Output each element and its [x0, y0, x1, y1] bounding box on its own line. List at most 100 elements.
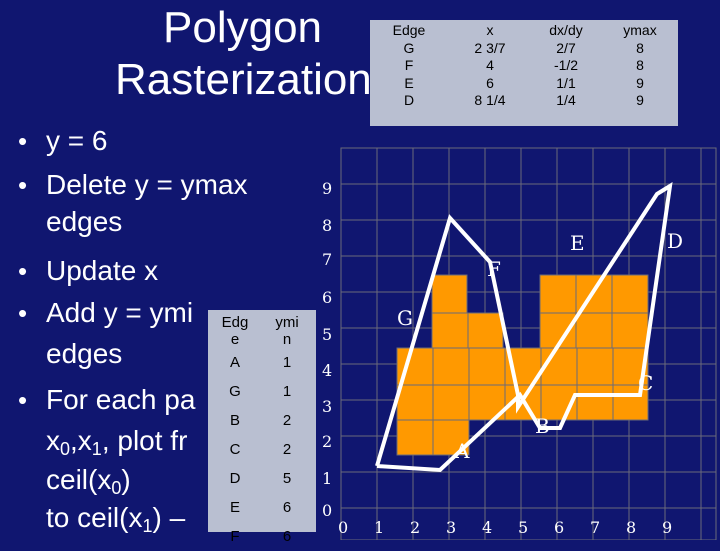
- x-label-2: 2: [410, 518, 420, 537]
- bullet-update-x: • Update x: [18, 255, 159, 286]
- edge-table-cell: G: [403, 39, 415, 56]
- y-label-2: 2: [322, 432, 332, 451]
- bullet-ceil-x0: ceil(x0): [46, 464, 131, 498]
- edge-table-cell: -1/2: [553, 57, 579, 73]
- edge-table-header: x: [486, 22, 494, 38]
- filled-pixel: [431, 274, 468, 314]
- active-table-cell: B: [229, 412, 240, 429]
- bullet-to-ceil-x1: to ceil(x1) –: [46, 502, 186, 536]
- active-table-cell: 1: [282, 383, 292, 400]
- y-label-3: 3: [322, 397, 332, 416]
- edge-table-cell: D: [403, 92, 415, 108]
- filled-pixel: [432, 384, 470, 421]
- filled-pixel: [467, 312, 504, 349]
- bullet-dot: •: [18, 170, 28, 200]
- edge-table-col-dxdy: dx/dy 2/7 -1/2 1/1 1/4: [531, 22, 601, 110]
- edge-table: Edge G F E D x 2 3/7 4 6 8 1/4 dx/dy 2/7…: [370, 20, 678, 126]
- bullet-for-each-pair-x: x0,x1, plot fr: [46, 425, 188, 459]
- active-table-header: n: [282, 331, 292, 348]
- slide-title-line-1: Polygon: [163, 3, 323, 52]
- active-table-header: ymi: [275, 314, 299, 331]
- edge-label-e: E: [570, 231, 585, 255]
- filled-pixel: [611, 274, 649, 314]
- edge-table-col-edge: Edge G F E D: [374, 22, 444, 110]
- bullet-y-equals-6: • y = 6: [18, 125, 108, 156]
- edge-table-col-x: x 2 3/7 4 6 8 1/4: [455, 22, 525, 110]
- edge-table-cell: 8: [636, 39, 644, 56]
- grid-lines: [340, 147, 716, 540]
- y-label-4: 4: [322, 361, 332, 380]
- filled-pixel: [576, 384, 614, 421]
- x-label-4: 4: [482, 518, 492, 537]
- bullet-dot: •: [18, 126, 28, 156]
- y-label-9: 9: [322, 179, 332, 198]
- filled-pixel: [396, 384, 434, 421]
- bullet-dot: •: [18, 256, 28, 286]
- y-label-8: 8: [322, 216, 332, 235]
- edge-label-c: C: [638, 371, 653, 395]
- edge-table-cell: F: [404, 57, 414, 73]
- edge-label-f: F: [487, 257, 501, 281]
- active-table-cell: A: [229, 354, 240, 371]
- filled-pixel: [432, 347, 470, 386]
- edge-label-b: B: [535, 414, 550, 438]
- x-label-7: 7: [590, 518, 600, 537]
- edge-table-cell: 4: [486, 57, 494, 73]
- active-edge-table: Edg e A G B C D E F ymi n 1 1 2 2 5 6 6: [208, 310, 316, 545]
- edge-label-a: A: [454, 439, 470, 463]
- active-table-header: Edg: [221, 314, 249, 331]
- y-label-7: 7: [322, 250, 332, 269]
- y-label-0: 0: [322, 501, 332, 520]
- filled-pixel: [431, 312, 469, 349]
- filled-pixel: [468, 347, 506, 386]
- edge-table-header: ymax: [623, 22, 657, 38]
- active-table-cell: 1: [282, 354, 292, 371]
- active-table-header: e: [230, 331, 240, 348]
- x-label-3: 3: [446, 518, 456, 537]
- bullet-add-edges-cont: edges: [46, 338, 123, 369]
- active-table-cell: C: [229, 441, 241, 458]
- x-label-8: 8: [626, 518, 636, 537]
- filled-pixels: [396, 274, 649, 456]
- edge-table-cell: 1/1: [556, 74, 576, 91]
- active-table-cell: G: [229, 383, 241, 400]
- bullet-dot: •: [18, 298, 28, 328]
- bullet-for-each-pair: • For each pa: [18, 384, 196, 415]
- edge-table-header: Edge: [392, 22, 426, 38]
- x-label-1: 1: [374, 518, 384, 537]
- active-table-cell: F: [230, 528, 240, 545]
- filled-pixel: [396, 419, 434, 456]
- edge-table-cell: 9: [636, 74, 644, 91]
- edge-label-g: G: [397, 306, 413, 330]
- edge-table-cell: 9: [636, 92, 644, 108]
- active-table-cell: 5: [282, 470, 292, 487]
- active-table-cell: 6: [282, 499, 292, 516]
- x-label-5: 5: [518, 518, 528, 537]
- x-label-0: 0: [338, 518, 348, 537]
- filled-pixel: [539, 274, 577, 314]
- edge-table-col-ymax: ymax 8 8 9 9: [605, 22, 675, 110]
- active-table-cell: E: [229, 499, 240, 516]
- active-table-cell: 2: [282, 441, 292, 458]
- x-label-9: 9: [662, 518, 672, 537]
- filled-pixel: [575, 312, 613, 349]
- bullet-add-edges: • Add y = ymi: [18, 297, 194, 328]
- filled-pixel: [576, 347, 614, 386]
- edge-table-cell: E: [404, 74, 414, 91]
- edge-table-header: dx/dy: [549, 22, 583, 38]
- edge-table-cell: 8 1/4: [474, 92, 506, 108]
- bullet-delete-edges: • Delete y = ymax: [18, 169, 248, 200]
- bullet-dot: •: [18, 385, 28, 415]
- filled-pixel: [611, 312, 649, 349]
- bullet-delete-edges-cont: edges: [46, 206, 123, 237]
- edge-table-cell: 2 3/7: [474, 39, 506, 56]
- active-table-cell: 6: [282, 528, 292, 545]
- edge-table-cell: 1/4: [556, 92, 576, 108]
- edge-table-cell: 6: [486, 74, 494, 91]
- slide-title-line-2: Rasterization: [115, 55, 372, 104]
- polygon-outline: [375, 182, 673, 473]
- edge-table-cell: 2/7: [556, 39, 576, 56]
- active-table-col-edge: Edg e A G B C D E F: [210, 314, 260, 551]
